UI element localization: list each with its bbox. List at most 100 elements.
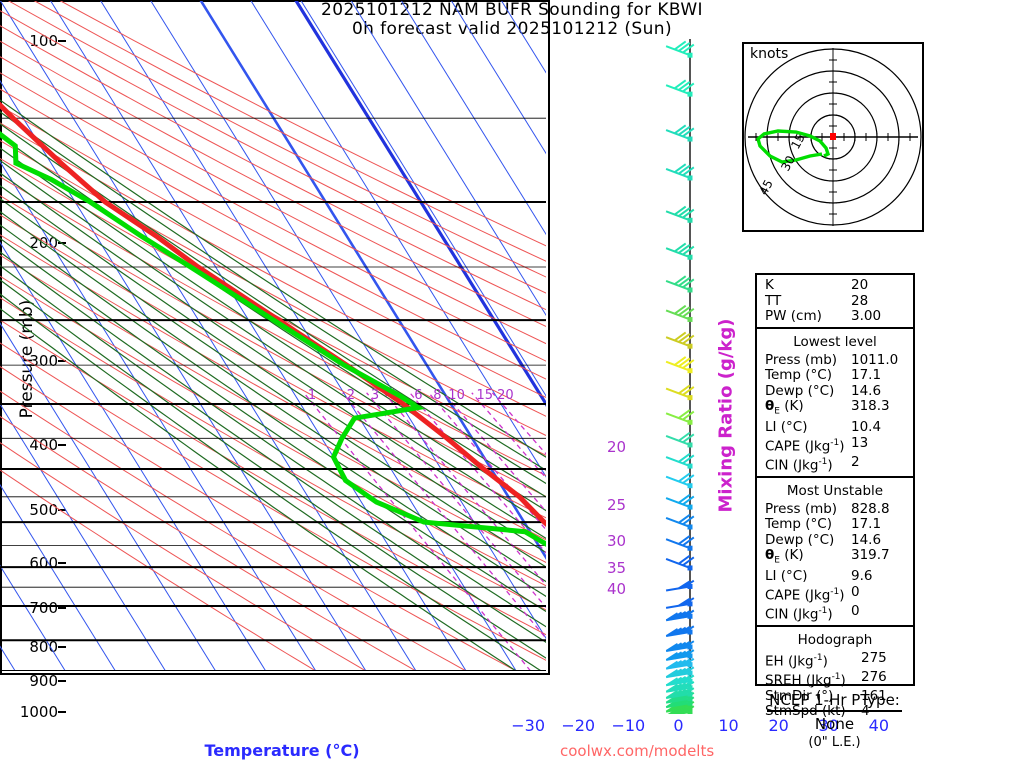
pressure-axis: Pressure (mb) 100 200 300 400 500 600 700 800 90…: [0, 32, 66, 721]
info-key: Dewp (°C): [765, 382, 835, 399]
dry-adiabat-line: [0, 139, 546, 437]
dry-adiabat-line: [0, 342, 546, 661]
dewpoint-profile: [0, 131, 546, 547]
mixing-ratio-tick-label: 35: [607, 559, 627, 578]
isotherm-line: [0, 241, 267, 671]
wind-barb: [665, 649, 695, 661]
temperature-profile: [0, 101, 546, 527]
skewt-canvas: 1 2 3 4 6 8 10 15 20: [0, 0, 546, 671]
info-row: CIN (Jkg-1) 2: [757, 454, 913, 474]
dry-adiabat-line: [0, 56, 546, 345]
info-value: 3.00: [851, 308, 882, 324]
dry-adiabat-line: [0, 214, 546, 519]
temperature-tick-label: 20: [768, 716, 789, 735]
mixing-ratio-label: 2: [347, 388, 355, 403]
isotherm-line: [149, 0, 546, 640]
wind-barb: [665, 472, 695, 489]
info-value: 13: [851, 434, 869, 451]
skewt-plot[interactable]: 1 2 3 4 6 8 10 15 20: [0, 0, 550, 675]
pressure-tick-label: 700: [29, 599, 58, 618]
page-subtitle: 0h forecast valid 2025101212 (Sun): [351, 19, 673, 39]
info-key: PW (cm): [765, 308, 822, 324]
lowest-level-section: Lowest level Press (mb) 1011.0 Temp (°C) 17…: [757, 326, 913, 476]
wind-barb: [665, 494, 695, 510]
isotherm-line: [0, 79, 367, 671]
wind-barb: [665, 674, 695, 687]
info-key: Temp (°C): [765, 516, 832, 533]
pressure-tick: [58, 40, 66, 42]
dry-adiabat-line: [0, 319, 546, 636]
moist-adiabat-line: [0, 99, 546, 458]
info-key: StmDir (°): [765, 687, 834, 704]
isotherm-line: [0, 483, 116, 671]
pressure-tick: [58, 509, 66, 511]
temperature-tick-label: −10: [611, 716, 646, 735]
ptype-value: None: [814, 715, 855, 733]
info-row: EH (Jkg-1) 275: [757, 650, 913, 670]
wind-barb: [665, 609, 695, 622]
hodograph-trace: [756, 129, 831, 164]
isotherm-line: [99, 0, 517, 671]
info-row: CAPE (Jkg-1) 13: [757, 434, 913, 455]
mixing-ratio-line: [366, 392, 546, 609]
ptype-panel: NCEP 1-Hr PType: None (0" L.E.): [742, 690, 927, 750]
info-value: 161: [861, 687, 887, 704]
isotherm-line: [0, 322, 217, 671]
isotherm-line: [400, 0, 546, 236]
mixing-ratio-label: 1: [308, 388, 316, 403]
indices-section: K 20 TT 28 PW (cm) 3.00: [757, 275, 913, 327]
info-key: CIN (Jkg-1): [765, 456, 833, 474]
info-row: Temp (°C) 17.1: [757, 517, 913, 533]
info-row: Dewp (°C) 14.6: [757, 382, 913, 400]
info-row: PW (cm) 3.00: [757, 308, 913, 325]
mixing-ratio-line: [303, 392, 532, 671]
mixing-ratio-tick-label: 30: [607, 532, 627, 551]
isotherm-line: [500, 0, 546, 74]
wind-barb: [665, 687, 695, 699]
info-key: CIN (Jkg-1): [765, 605, 833, 623]
isotherm-line: [250, 0, 546, 478]
temperature-tick-label: 40: [868, 716, 890, 735]
temperature-tick-label: 10: [718, 716, 739, 735]
hodograph-ring: [744, 48, 922, 226]
info-value: 319.7: [851, 547, 890, 564]
dry-adiabat-line: [0, 297, 546, 611]
page-title: 2025101212 NAM BUFR Sounding for KBWI: [321, 0, 703, 20]
info-value: 17.1: [851, 516, 882, 533]
info-value: 20: [851, 277, 869, 293]
wind-barb: [665, 513, 695, 530]
temperature-axis-label: Temperature (°C): [204, 741, 360, 760]
dry-adiabat-line: [0, 194, 546, 498]
isotherm-line: [350, 0, 546, 316]
info-value: 0: [851, 602, 860, 619]
info-value: 17.1: [851, 367, 882, 383]
info-row: Press (mb) 828.8: [757, 501, 913, 518]
most-unstable-title: Most Unstable: [786, 482, 884, 499]
info-value: 1011.0: [851, 351, 899, 368]
mixing-ratio-label: 10: [448, 388, 465, 403]
pressure-tick: [58, 607, 66, 610]
watermark: coolwx.com/modelts: [560, 742, 715, 760]
wind-barb: [665, 666, 695, 679]
moist-adiabat-line: [0, 111, 546, 471]
lowest-level-title: Lowest level: [793, 333, 877, 350]
info-key: LI (°C): [765, 419, 808, 436]
isotherm-line: [0, 0, 417, 671]
dry-adiabat-line: [0, 157, 546, 456]
info-key: LI (°C): [765, 568, 808, 585]
isotherm-line: [300, 0, 546, 397]
wind-barb: [665, 163, 695, 181]
dry-adiabat-line: [0, 275, 546, 587]
info-key: θE (K): [765, 398, 804, 417]
wind-barb: [665, 453, 695, 469]
dry-adiabat-line: [0, 10, 546, 294]
hodograph-stats-title: Hodograph: [797, 631, 873, 648]
hodograph[interactable]: knots 15 30 45: [742, 42, 924, 232]
dry-adiabat-line: [0, 25, 546, 311]
pressure-tick: [58, 711, 66, 713]
mixing-ratio-axis: 20 25 30 35 40: [605, 39, 650, 714]
moist-adiabat-line: [0, 237, 546, 613]
wind-barb: [665, 640, 695, 652]
info-key: EH (Jkg-1): [765, 652, 828, 670]
pressure-tick: [58, 645, 66, 648]
